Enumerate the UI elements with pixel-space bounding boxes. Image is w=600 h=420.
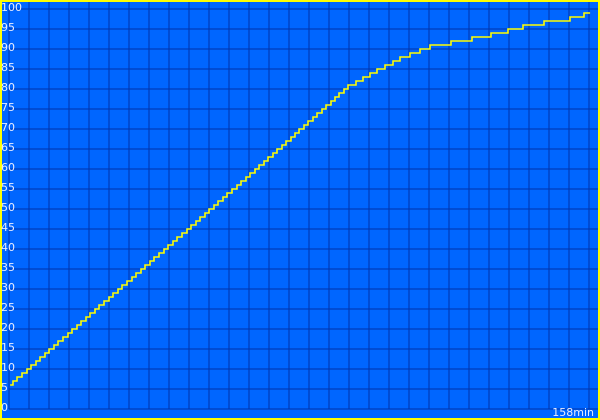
- y-tick-label: 80: [1, 81, 15, 94]
- y-tick-label: 40: [1, 241, 15, 254]
- y-tick-label: 5: [1, 381, 8, 394]
- y-tick-label: 10: [1, 361, 15, 374]
- y-tick-label: 85: [1, 61, 15, 74]
- y-tick-label: 35: [1, 261, 15, 274]
- y-tick-label: 60: [1, 161, 15, 174]
- y-tick-label: 0: [1, 401, 8, 414]
- y-tick-label: 50: [1, 201, 15, 214]
- y-tick-label: 70: [1, 121, 15, 134]
- y-tick-label: 25: [1, 301, 15, 314]
- y-tick-label: 65: [1, 141, 15, 154]
- y-tick-label: 15: [1, 341, 15, 354]
- x-end-label: 158min: [552, 406, 594, 419]
- y-tick-label: 75: [1, 101, 15, 114]
- y-tick-label: 20: [1, 321, 15, 334]
- y-tick-label: 55: [1, 181, 15, 194]
- y-tick-label: 45: [1, 221, 15, 234]
- y-tick-label: 90: [1, 41, 15, 54]
- y-tick-label: 95: [1, 21, 15, 34]
- y-tick-label: 100: [1, 1, 22, 14]
- series-line: [10, 12, 591, 386]
- y-tick-label: 30: [1, 281, 15, 294]
- y-tick-labels: 0 5 10 15 20 25 30 35 40 45 50 55 60 65 70 75 80 85 90 95 10…: [1, 1, 22, 414]
